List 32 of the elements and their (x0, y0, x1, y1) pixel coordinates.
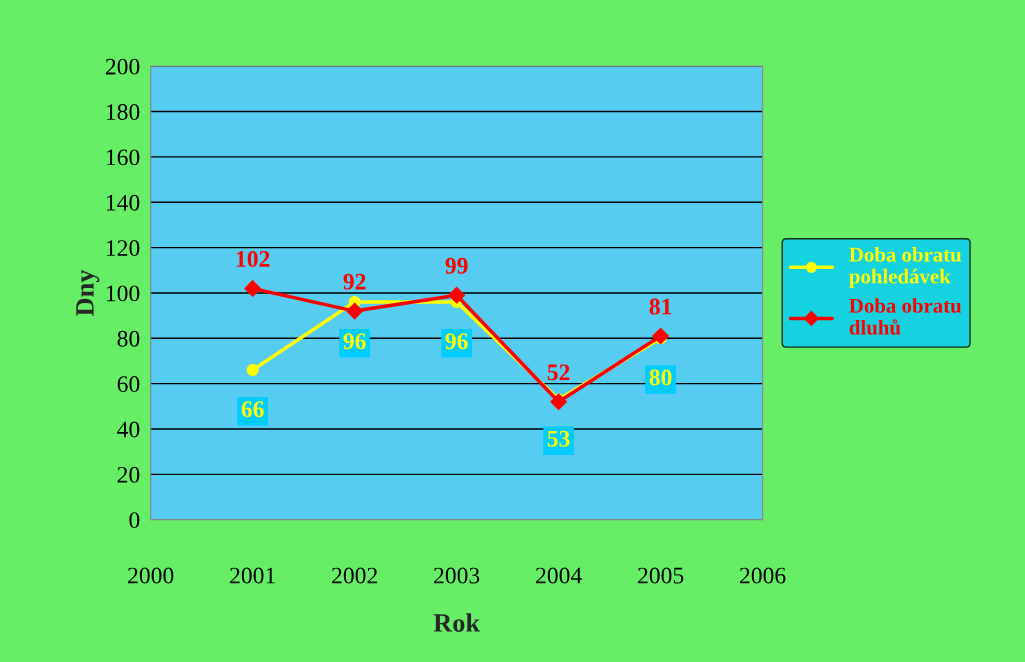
y-axis-title: Dny (76, 269, 100, 316)
x-tick-label: 2000 (128, 567, 174, 584)
data-label: 96 (445, 333, 468, 350)
y-tick-label: 180 (106, 104, 140, 120)
x-tick-label: 2003 (434, 567, 480, 584)
data-label: 102 (236, 251, 270, 267)
y-tick-label: 200 (105, 58, 140, 75)
y-tick-label: 40 (117, 421, 140, 438)
data-label: 52 (547, 364, 570, 381)
y-tick-label: 60 (117, 376, 140, 393)
y-tick-label: 100 (106, 285, 140, 302)
data-label: 80 (649, 369, 672, 386)
data-label: 53 (547, 430, 570, 447)
x-tick-label: 2001 (230, 567, 275, 584)
data-label: 81 (649, 298, 672, 315)
x-tick-label: 2002 (332, 567, 377, 584)
x-tick-label: 2005 (638, 567, 684, 584)
y-tick-label: 20 (117, 466, 140, 483)
y-tick-label: 120 (106, 240, 140, 257)
y-tick-label: 80 (117, 330, 140, 347)
data-label: 96 (343, 333, 366, 350)
legend-label: Doba obratu dluhů (849, 298, 962, 335)
x-tick-label: 2006 (740, 567, 786, 584)
y-tick-label: 160 (106, 149, 140, 166)
y-tick-label: 0 (129, 512, 140, 529)
x-axis-title: Rok (433, 613, 481, 632)
data-label: 66 (241, 401, 264, 418)
data-label: 92 (343, 273, 366, 290)
legend-label: Doba obratu pohledávek (849, 247, 962, 288)
data-label: 99 (445, 257, 468, 274)
x-tick-label: 2004 (536, 567, 582, 584)
y-tick-label: 140 (106, 194, 140, 211)
